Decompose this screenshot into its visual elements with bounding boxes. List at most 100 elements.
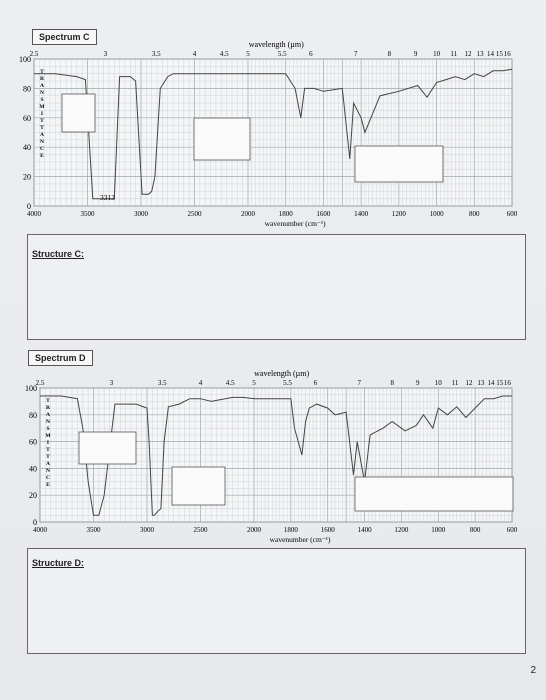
y-axis-title-letter: N xyxy=(46,419,50,425)
y-axis-title-letter: M xyxy=(45,433,51,439)
y-tick-label: 20 xyxy=(29,491,37,500)
y-axis-title-letter: T xyxy=(46,454,50,460)
x-tick-label: 1400 xyxy=(358,526,373,534)
top-tick-label: 4.5 xyxy=(220,50,229,58)
x-tick-label: 600 xyxy=(507,210,518,218)
y-tick-label: 20 xyxy=(23,173,31,182)
y-axis-title-letter: N xyxy=(40,90,44,96)
y-axis-title-letter: S xyxy=(40,97,43,103)
spectrum-line xyxy=(40,395,512,516)
spectrum-c-title: Spectrum C xyxy=(32,29,97,45)
top-tick-label: 13 xyxy=(477,50,485,58)
top-tick-label: 3.5 xyxy=(158,379,167,387)
x-tick-label: 1400 xyxy=(354,210,369,218)
y-axis-title-letter: A xyxy=(46,461,50,467)
y-axis-title-letter: T xyxy=(40,125,44,131)
y-tick-label: 0 xyxy=(33,518,37,527)
x-tick-label: 1000 xyxy=(430,210,445,218)
top-tick-label: 15 xyxy=(496,379,504,387)
x-tick-label: 2500 xyxy=(188,210,203,218)
y-axis-title-letter: E xyxy=(40,153,44,159)
top-tick-label: 3 xyxy=(104,50,108,58)
x-tick-label: 3000 xyxy=(134,210,149,218)
y-axis-title-letter: I xyxy=(41,111,43,117)
x-axis-title: wavenumber (cm⁻¹) xyxy=(265,219,326,228)
x-axis-title: wavenumber (cm⁻¹) xyxy=(270,535,331,544)
y-axis-title-letter: A xyxy=(40,83,44,89)
peak-annotation: 3313 xyxy=(100,193,115,202)
top-tick-label: 10 xyxy=(433,50,441,58)
top-tick-label: 5 xyxy=(246,50,250,58)
y-axis-title-letter: T xyxy=(40,118,44,124)
annotation-blank-box xyxy=(354,476,514,512)
spectrum-d-title: Spectrum D xyxy=(28,350,93,366)
structure-c-answer-box[interactable] xyxy=(27,234,526,340)
page-number: 2 xyxy=(530,665,536,676)
top-tick-label: 16 xyxy=(504,50,512,58)
spectrum-c-chart: 0 20 40 60 80 100 4000 3500 3000 2500 2000 1800 1600… xyxy=(19,40,518,228)
y-axis-title-letter: C xyxy=(46,475,50,481)
top-tick-label: 5.5 xyxy=(283,379,292,387)
top-tick-label: 6 xyxy=(309,50,313,58)
y-axis-title-letter: R xyxy=(40,76,45,82)
top-tick-label: 2.5 xyxy=(36,379,45,387)
top-tick-label: 12 xyxy=(466,379,474,387)
x-tick-label: 2500 xyxy=(194,526,209,534)
top-tick-label: 4 xyxy=(199,379,203,387)
y-axis-title-letter: I xyxy=(47,440,49,446)
y-tick-label: 100 xyxy=(25,384,37,393)
top-axis-title: wavelength (µm) xyxy=(254,369,309,378)
top-tick-label: 11 xyxy=(452,379,459,387)
x-tick-label: 4000 xyxy=(27,210,42,218)
y-tick-label: 80 xyxy=(29,411,37,420)
y-axis-title-letter: T xyxy=(46,447,50,453)
x-tick-label: 3000 xyxy=(140,526,155,534)
top-tick-label: 4 xyxy=(193,50,197,58)
top-tick-label: 12 xyxy=(465,50,473,58)
annotation-blank-box xyxy=(171,466,226,506)
top-tick-label: 14 xyxy=(487,379,495,387)
top-tick-label: 16 xyxy=(504,379,512,387)
top-tick-label: 6 xyxy=(314,379,318,387)
annotation-blank-box xyxy=(354,145,444,183)
top-tick-label: 9 xyxy=(416,379,420,387)
y-axis-title-letter: R xyxy=(46,405,51,411)
y-axis-title-letter: N xyxy=(46,468,50,474)
y-tick-label: 80 xyxy=(23,84,31,93)
x-tick-label: 1600 xyxy=(321,526,336,534)
y-axis-title-letter: A xyxy=(40,132,44,138)
top-tick-label: 13 xyxy=(477,379,485,387)
top-tick-label: 2.5 xyxy=(30,50,39,58)
top-tick-label: 5 xyxy=(252,379,256,387)
y-axis-title-letter: E xyxy=(46,482,50,488)
structure-c-label: Structure C: xyxy=(32,249,85,259)
x-tick-label: 600 xyxy=(507,526,518,534)
y-axis-title-letter: C xyxy=(40,146,44,152)
annotation-blank-box xyxy=(61,93,96,133)
x-tick-label: 1600 xyxy=(316,210,331,218)
x-tick-label: 800 xyxy=(470,526,481,534)
x-tick-label: 3500 xyxy=(81,210,96,218)
x-tick-label: 1200 xyxy=(392,210,407,218)
x-tick-label: 2000 xyxy=(247,526,262,534)
spectrum-line xyxy=(34,68,513,200)
y-axis-title-letter: S xyxy=(46,426,49,432)
top-axis-title: wavelength (µm) xyxy=(249,40,304,49)
y-tick-label: 60 xyxy=(23,114,31,123)
top-tick-label: 15 xyxy=(496,50,504,58)
x-tick-label: 3500 xyxy=(87,526,102,534)
top-tick-label: 8 xyxy=(390,379,394,387)
annotation-blank-box xyxy=(193,117,251,161)
y-tick-label: 40 xyxy=(29,464,37,473)
y-tick-label: 100 xyxy=(19,55,31,64)
structure-d-answer-box[interactable] xyxy=(27,548,526,654)
top-tick-label: 9 xyxy=(414,50,418,58)
x-tick-label: 4000 xyxy=(33,526,48,534)
spectrum-d-chart: 0 20 40 60 80 100 4000 3500 3000 2500 2000 1800 1600… xyxy=(25,369,518,544)
top-tick-label: 4.5 xyxy=(226,379,235,387)
top-tick-label: 14 xyxy=(487,50,495,58)
annotation-blank-box xyxy=(78,431,137,465)
x-tick-label: 1800 xyxy=(279,210,294,218)
x-tick-label: 1200 xyxy=(394,526,409,534)
